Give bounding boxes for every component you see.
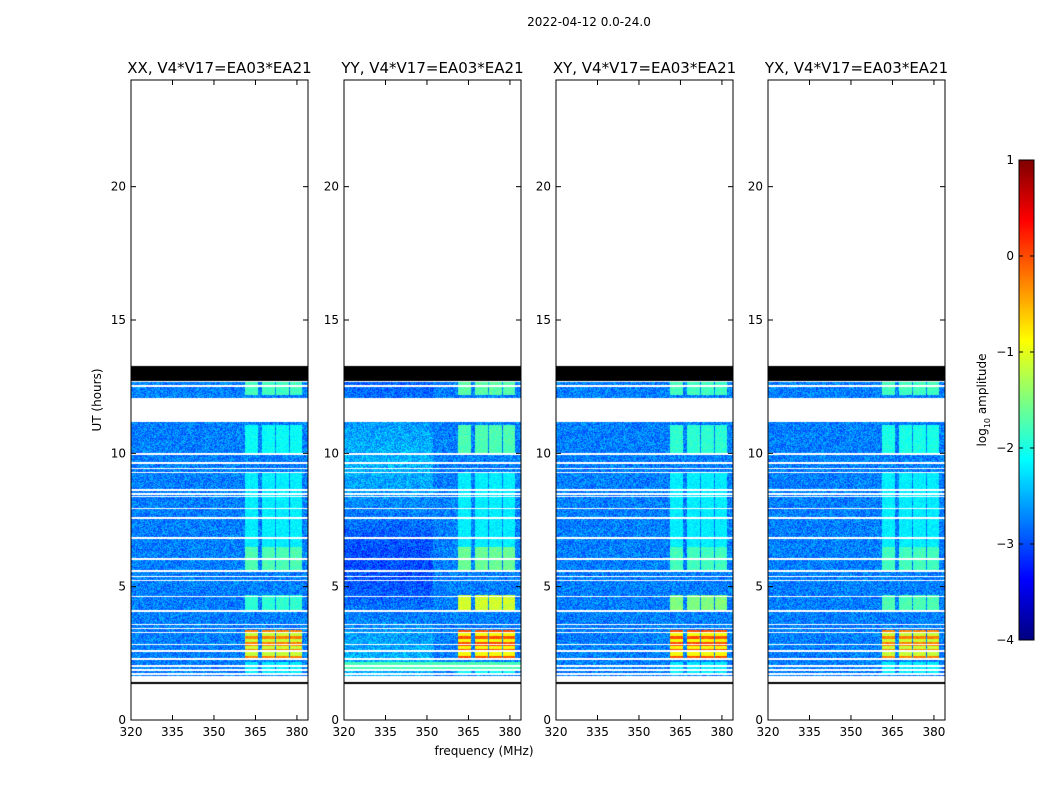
y-axis-label: UT (hours) [90, 368, 104, 431]
panel-title: XX, V4*V17=EA03*EA21 [127, 59, 311, 77]
x-tick-label: 350 [203, 725, 226, 739]
x-tick-label: 335 [798, 725, 821, 739]
y-tick-label: 20 [536, 180, 551, 194]
x-tick-label: 335 [374, 725, 397, 739]
x-tick-label: 320 [120, 725, 143, 739]
x-tick-label: 335 [161, 725, 184, 739]
colorbar-tick-label: −3 [996, 537, 1014, 551]
y-tick-label: 10 [536, 446, 551, 460]
panel-title: YX, V4*V17=EA03*EA21 [764, 59, 948, 77]
axes-frame [555, 79, 734, 721]
y-tick-label: 0 [755, 713, 763, 727]
y-tick-label: 0 [543, 713, 551, 727]
y-tick-label: 0 [118, 713, 126, 727]
x-tick-label: 365 [669, 725, 692, 739]
colorbar-tick-label: −4 [996, 633, 1014, 647]
waterfall-image [344, 80, 521, 720]
colorbar-tick-label: 1 [1006, 153, 1014, 167]
colorbar-gradient [1019, 160, 1034, 640]
colorbar-frame [1018, 159, 1035, 641]
axes-frame [130, 79, 309, 721]
x-tick-label: 380 [922, 725, 945, 739]
x-tick-label: 365 [881, 725, 904, 739]
x-tick-label: 365 [457, 725, 480, 739]
panels-group: XX, V4*V17=EA03*EA21 320 335 350 365 380 0 5 10 1… [111, 59, 948, 739]
colorbar-label-sub: 10 [983, 418, 992, 428]
colorbar-label-main: log [975, 428, 989, 446]
y-tick-label: 10 [324, 446, 339, 460]
x-tick-label: 350 [840, 725, 863, 739]
y-tick-label: 20 [111, 180, 126, 194]
y-tick-label: 15 [748, 313, 763, 327]
panel-yy: YY, V4*V17=EA03*EA21 320 335 350 365 380 0 5 10 1… [324, 59, 524, 739]
x-tick-label: 320 [545, 725, 568, 739]
y-tick-label: 15 [536, 313, 551, 327]
colorbar-tick-label: 0 [1006, 249, 1014, 263]
x-axis-label: frequency (MHz) [434, 744, 533, 758]
y-tick-label: 5 [543, 580, 551, 594]
colorbar-label-rest: amplitude [975, 354, 989, 418]
x-tick-label: 380 [285, 725, 308, 739]
figure-suptitle: 2022-04-12 0.0-24.0 [527, 15, 651, 29]
colorbar-tick-label: −2 [996, 441, 1014, 455]
x-tick-label: 365 [244, 725, 267, 739]
y-tick-label: 5 [118, 580, 126, 594]
x-tick-label: 320 [333, 725, 356, 739]
waterfall-image [131, 80, 308, 720]
y-tick-label: 15 [324, 313, 339, 327]
panel-xx: XX, V4*V17=EA03*EA21 320 335 350 365 380 0 5 10 1… [111, 59, 312, 739]
axes-frame [767, 79, 946, 721]
x-tick-label: 380 [498, 725, 521, 739]
colorbar-tick-label: −1 [996, 345, 1014, 359]
x-tick-label: 350 [416, 725, 439, 739]
y-tick-label: 10 [748, 446, 763, 460]
colorbar-label: log10 amplitude [975, 354, 992, 447]
panel-title: XY, V4*V17=EA03*EA21 [553, 59, 736, 77]
x-tick-label: 320 [757, 725, 780, 739]
panel-yx: YX, V4*V17=EA03*EA21 320 335 350 365 380 0 5 10 1… [748, 59, 948, 739]
y-tick-label: 5 [331, 580, 339, 594]
panel-xy: XY, V4*V17=EA03*EA21 320 335 350 365 380 0 5 10 1… [536, 59, 736, 739]
y-tick-label: 15 [111, 313, 126, 327]
x-tick-label: 380 [710, 725, 733, 739]
y-tick-label: 0 [331, 713, 339, 727]
y-tick-label: 5 [755, 580, 763, 594]
panel-title: YY, V4*V17=EA03*EA21 [340, 59, 523, 77]
axes-frame [343, 79, 522, 721]
waterfall-image [556, 80, 733, 720]
y-tick-label: 20 [324, 180, 339, 194]
x-tick-label: 350 [628, 725, 651, 739]
y-tick-label: 20 [748, 180, 763, 194]
y-tick-label: 10 [111, 446, 126, 460]
x-tick-label: 335 [586, 725, 609, 739]
waterfall-image [768, 80, 945, 720]
